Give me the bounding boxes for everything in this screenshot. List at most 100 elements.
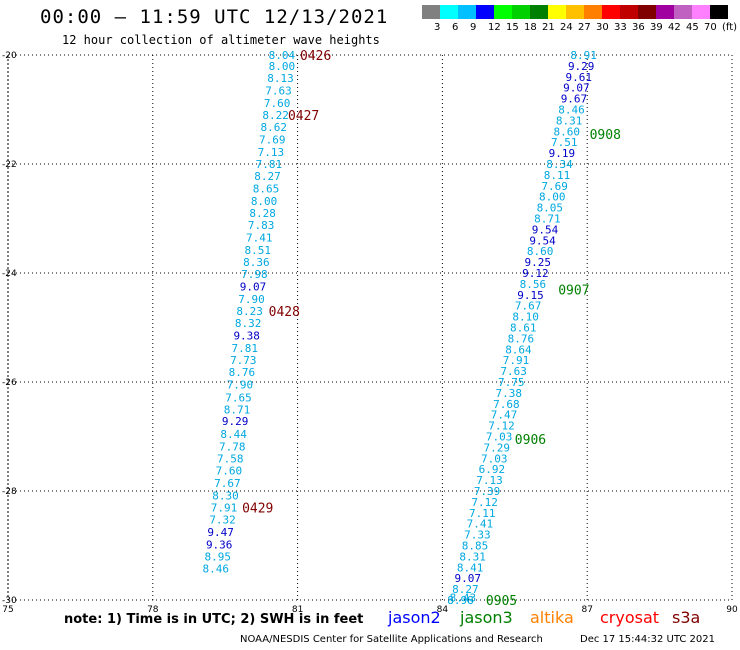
pass-time-label: 0905 [486,594,517,609]
wave-height-value: 7.13 [258,146,285,159]
pass-time-label: 0907 [558,283,589,298]
wave-height-value: 8.62 [260,121,287,134]
pass-time-label: 0428 [269,305,300,320]
wave-height-value: 7.90 [238,293,265,306]
legend-label: 9 [470,22,477,33]
wave-height-value: 7.68 [493,398,520,411]
wave-height-value: 9.29 [222,415,249,428]
wave-height-value: 7.39 [474,485,501,498]
wave-height-value: 7.69 [259,133,286,146]
legend-swatch [656,5,674,19]
wave-height-value: 7.33 [464,529,491,542]
wave-height-value: 7.75 [498,376,525,389]
legend-label: 45 [686,22,699,33]
wave-height-value: 8.13 [267,72,294,85]
lon-tick-label: 75 [2,605,13,615]
pass-time-label: 0906 [515,433,546,448]
wave-height-value: 8.85 [462,540,489,553]
wave-height-value: 8.00 [539,191,566,204]
wave-height-value: 8.36 [243,256,270,269]
legend-swatch [692,5,710,19]
legend-swatch [638,5,656,19]
wave-height-value: 7.38 [496,387,523,400]
wave-height-value: 8.43 [450,591,477,604]
wave-height-value: 8.71 [534,213,561,226]
satellite-name: cryosat [600,608,660,627]
legend-label: 39 [650,22,663,33]
wave-height-value: 7.81 [256,158,283,171]
wave-height-value: 7.60 [216,464,243,477]
wave-height-value: 9.61 [566,71,593,84]
wave-height-value: 8.27 [452,583,479,596]
wave-height-value: 8.31 [556,114,583,127]
wave-height-value: 9.07 [240,281,267,294]
wave-height-value: 7.47 [491,409,518,422]
wave-height-value: 7.81 [232,342,259,355]
wave-height-value: 8.91 [570,49,597,62]
wave-height-value: 9.15 [517,289,544,302]
wave-height-value: 8.04 [269,49,296,62]
legend-label: 30 [596,22,609,33]
wave-height-value: 8.98 [447,594,474,607]
legend-swatch [602,5,620,19]
wave-height-value: 7.63 [500,365,527,378]
wave-height-value: 7.13 [476,474,503,487]
wave-height-value: 7.41 [246,232,273,245]
wave-height-value: 7.83 [248,219,275,232]
wave-height-value: 8.00 [269,60,296,73]
wave-height-value: 8.32 [235,317,262,330]
wave-height-value: 7.51 [551,136,578,149]
wave-height-value: 9.36 [206,538,233,551]
wave-height-value: 9.19 [549,147,576,160]
wave-height-value: 6.92 [479,463,506,476]
legend-swatch [494,5,512,19]
legend-swatch [566,5,584,19]
legend-label: 70 [704,22,717,33]
legend-swatch [422,5,440,19]
lat-tick-label: -24 [2,269,17,279]
wave-height-value: 7.73 [230,354,257,367]
wave-height-value: 8.95 [204,550,231,563]
lat-tick-label: -28 [2,487,17,497]
wave-height-value: 9.25 [525,256,552,269]
wave-height-value: 7.69 [541,180,568,193]
units-note: note: 1) Time is in UTC; 2) SWH is in fe… [64,612,364,627]
pass-time-label: 0908 [590,128,621,143]
legend-swatch [710,5,728,19]
wave-height-value: 9.54 [532,223,559,236]
wave-height-value: 8.05 [537,202,564,215]
legend-label: 24 [560,22,573,33]
lon-tick-label: 90 [726,605,738,615]
subtitle: 12 hour collection of altimeter wave hei… [62,33,380,47]
wave-height-value: 8.22 [262,109,289,122]
pass-time-label: 0429 [242,501,273,516]
wave-height-value: 9.12 [522,267,549,280]
legend-label: 6 [452,22,459,33]
legend-label: 27 [578,22,591,33]
wave-height-value: 7.11 [469,507,496,520]
wave-height-value: 8.23 [236,305,263,318]
lat-tick-label: -30 [2,596,17,606]
wave-height-value: 7.58 [217,452,244,465]
wave-height-value: 7.67 [515,300,542,313]
wave-height-value: 7.98 [241,268,268,281]
legend-swatch [512,5,530,19]
legend-label: 42 [668,22,681,33]
wave-height-value: 9.47 [207,526,234,539]
wave-height-value: 9.38 [233,330,260,343]
wave-height-value: 7.91 [211,501,238,514]
legend-label: (ft) [722,22,738,33]
legend-label: 3 [434,22,441,33]
wave-height-value: 8.27 [254,170,281,183]
wave-height-value: 7.29 [483,441,510,454]
legend-swatch [584,5,602,19]
legend-swatch [674,5,692,19]
lon-tick-label: 81 [292,605,303,615]
wave-height-value: 7.12 [488,420,515,433]
legend-label: 15 [506,22,519,33]
legend-label: 36 [632,22,645,33]
wave-height-value: 8.46 [203,562,230,575]
satellite-name: s3a [672,608,701,627]
wave-height-value: 8.10 [512,311,539,324]
legend-label: 12 [488,22,501,33]
